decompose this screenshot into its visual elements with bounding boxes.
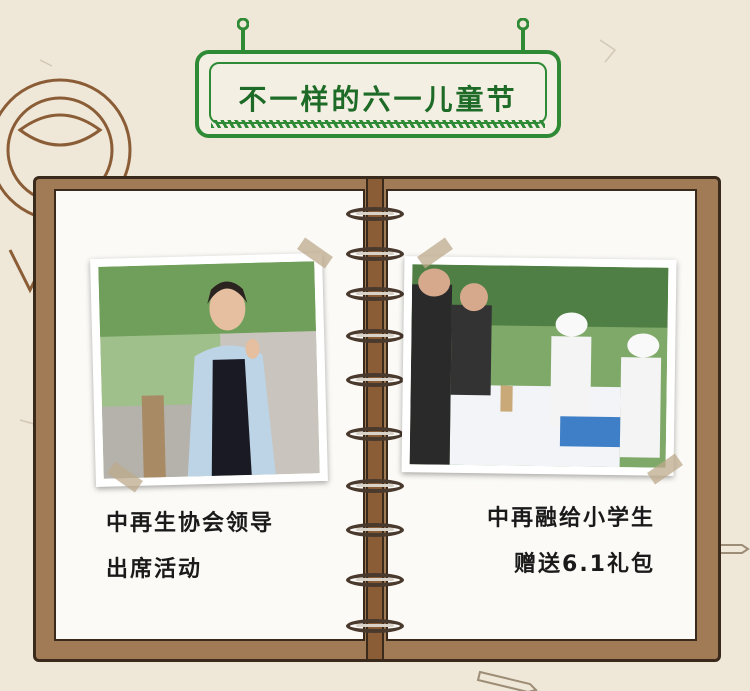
plaque-stripe (211, 120, 545, 128)
binder-ring-icon (346, 373, 404, 387)
right-photo (401, 256, 677, 476)
binder-ring-icon (346, 207, 404, 221)
binder-ring-icon (346, 619, 404, 633)
binder-ring-icon (346, 247, 404, 261)
title-plaque: 不一样的六一儿童节 (195, 18, 565, 140)
binder-ring-icon (346, 523, 404, 537)
left-photo (90, 253, 328, 487)
left-caption-line1: 中再生协会领导 (106, 511, 275, 536)
right-caption-line1: 中再融给小学生 (486, 506, 655, 531)
right-caption-line2: 赠送6.1礼包 (514, 552, 655, 577)
binder-ring-icon (346, 427, 404, 441)
binder-ring-icon (346, 479, 404, 493)
hanging-hook-icon (237, 18, 249, 58)
plaque-board: 不一样的六一儿童节 (195, 50, 561, 138)
page-title: 不一样的六一儿童节 (238, 83, 518, 116)
photo-gift-distribution (409, 264, 669, 468)
left-caption-line2: 出席活动 (106, 557, 203, 582)
hanging-hook-icon (517, 18, 529, 58)
photo-woman-waving (98, 261, 320, 479)
binder-ring-icon (346, 329, 404, 343)
binder-ring-icon (346, 573, 404, 587)
binder-ring-icon (346, 287, 404, 301)
